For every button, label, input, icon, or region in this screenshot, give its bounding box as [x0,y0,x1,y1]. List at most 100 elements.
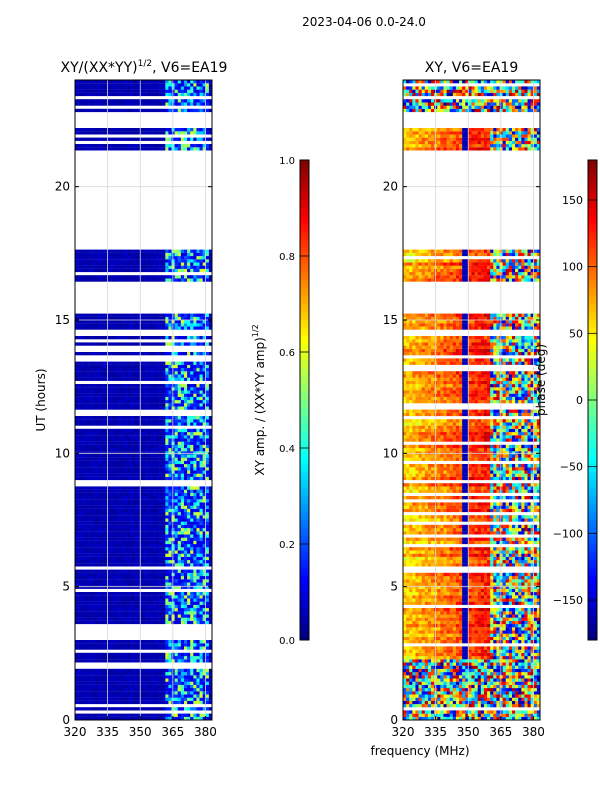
heatmap-cell [121,419,126,423]
heatmap-cell [127,316,132,321]
heatmap-cell [112,265,116,269]
heatmap-cell [162,569,166,573]
heatmap-cell [196,595,200,599]
heatmap-cell [196,688,200,692]
heatmap-cell [124,531,129,535]
heatmap-cell [205,608,210,612]
heatmap-cell [190,640,194,644]
heatmap-cell [162,678,166,682]
heatmap-cell [96,700,101,705]
heatmap-cell [202,444,207,449]
heatmap-cell [87,396,91,401]
heatmap-cell [196,544,200,548]
heatmap-cell [146,313,151,317]
heatmap-cell [205,544,210,548]
heatmap-cell [183,252,188,257]
heatmap-cell [146,265,151,269]
heatmap-cell [168,646,172,650]
heatmap-cell [109,672,113,676]
heatmap-cell [174,652,179,657]
heatmap-cell [90,505,94,509]
heatmap-cell [140,604,144,609]
heatmap-cell [143,499,147,503]
heatmap-cell [149,313,154,317]
heatmap-cell [152,256,157,260]
heatmap-cell [124,454,129,458]
heatmap-cell [208,428,213,433]
heatmap-cell [199,144,203,148]
heatmap-cell [143,563,147,567]
heatmap-cell [196,681,200,685]
heatmap-cell [93,486,98,490]
heatmap-cell [137,505,141,509]
heatmap-cell [93,563,98,567]
heatmap-cell [155,592,160,596]
heatmap-cell [121,496,126,500]
heatmap-cell [205,361,210,365]
heatmap-cell [152,620,157,625]
heatmap-cell [87,502,91,506]
heatmap-cell [81,531,85,535]
heatmap-cell [96,262,101,266]
heatmap-cell [118,502,122,506]
heatmap-cell [183,406,188,410]
heatmap-cell [187,707,191,711]
heatmap-cell [96,713,101,717]
heatmap-cell [134,592,138,596]
heatmap-cell [93,534,98,538]
heatmap-cell [193,550,197,554]
heatmap-cell [183,377,188,381]
heatmap-cell [162,675,166,679]
heatmap-cell [137,147,141,151]
heatmap-cell [115,640,119,644]
heatmap-cell [196,547,200,551]
heatmap-cell [187,576,191,580]
heatmap-cell [115,460,119,465]
heatmap-cell [152,508,157,513]
heatmap-cell [134,323,138,327]
heatmap-cell [205,470,210,474]
heatmap-cell [121,512,126,516]
heatmap-cell [127,448,132,452]
heatmap-cell [81,256,85,260]
heatmap-cell [84,406,88,410]
heatmap-cell [177,275,182,279]
heatmap-cell [143,528,147,532]
heatmap-cell [183,364,188,369]
heatmap-cell [121,508,126,513]
heatmap-cell [199,521,203,525]
heatmap-cell [149,691,154,695]
heatmap-cell [127,572,132,577]
heatmap-cell [177,393,182,397]
heatmap-cell [190,368,194,372]
heatmap-cell [180,521,185,525]
heatmap-cell [162,608,166,612]
heatmap-cell [208,688,213,692]
heatmap-cell [196,144,200,148]
heatmap-cell [127,275,132,279]
heatmap-cell [75,518,79,522]
heatmap-cell [121,467,126,471]
heatmap-cell [174,470,179,474]
heatmap-cell [143,403,147,407]
heatmap-cell [118,364,122,369]
heatmap-cell [78,515,82,519]
heatmap-cell [162,265,166,269]
heatmap-cell [199,643,203,647]
heatmap-cell [162,547,166,551]
heatmap-cell [202,601,207,605]
heatmap-cell [124,592,129,596]
heatmap-cell [90,688,94,692]
heatmap-cell [96,640,101,644]
heatmap-cell [174,374,179,378]
heatmap-cell [124,147,129,151]
heatmap-cell [90,432,94,436]
heatmap-cell [174,259,179,263]
heatmap-cell [78,432,82,436]
heatmap-cell [193,384,197,388]
heatmap-cell [174,262,179,266]
heatmap-cell [121,547,126,551]
heatmap-cell [162,428,166,433]
heatmap-cell [134,435,138,439]
heatmap-cell [199,569,203,573]
